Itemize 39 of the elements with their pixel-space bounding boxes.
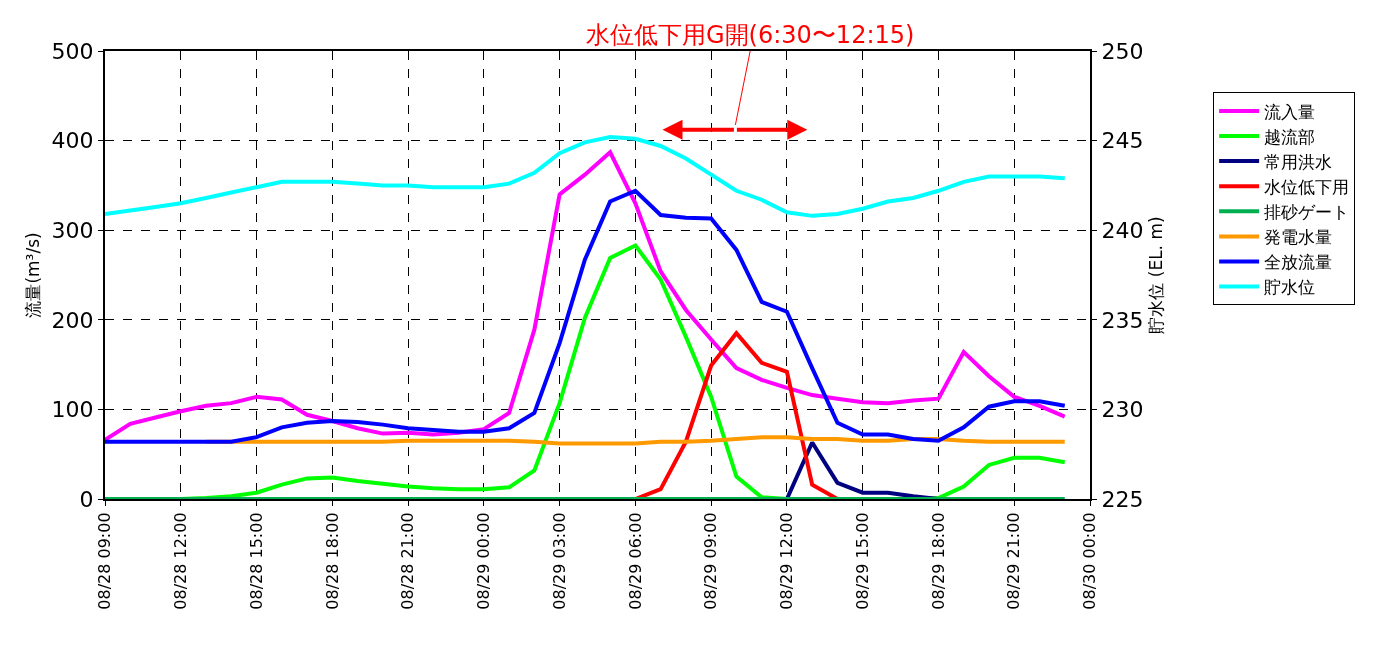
- legend-label: 常用洪水: [1264, 151, 1333, 172]
- x-tick-label: 08/29 18:00: [928, 512, 948, 610]
- y2-axis-title: 貯水位 (EL. m): [1146, 216, 1167, 334]
- x-tick-label: 08/29 06:00: [625, 512, 645, 610]
- x-tick-label: 08/28 09:00: [95, 512, 115, 610]
- x-tick-label: 08/28 15:00: [246, 512, 266, 610]
- y-tick-label: 300: [51, 217, 94, 243]
- legend-label: 全放流量: [1264, 252, 1333, 273]
- x-tick-label: 08/29 12:00: [777, 512, 797, 610]
- y-axis-title: 流量(m³/s): [22, 232, 43, 318]
- y-tick-label: 200: [51, 307, 94, 333]
- legend-label: 水位低下用: [1264, 176, 1350, 197]
- text: 水位低下用G開(6:30〜12:15): [586, 21, 915, 49]
- y-tick-label: 100: [51, 397, 94, 423]
- x-tick-label: 08/29 00:00: [474, 512, 494, 610]
- legend-label: 貯水位: [1264, 277, 1316, 298]
- legend-label: 発電水量: [1264, 227, 1333, 248]
- y2-tick-label: 245: [1101, 128, 1144, 154]
- y-tick-label: 400: [51, 128, 94, 154]
- line-series: [633, 331, 840, 499]
- line-series: [105, 135, 1067, 218]
- x-tick-label: 08/28 21:00: [398, 512, 418, 610]
- x-tick-label: 08/29 03:00: [549, 512, 569, 610]
- y2-tick-label: 235: [1101, 307, 1144, 333]
- x-tick-label: 08/28 12:00: [170, 512, 190, 610]
- y-tick-label: 500: [51, 38, 94, 64]
- legend-label: 排砂ゲート: [1264, 201, 1350, 222]
- y2-tick-label: 250: [1101, 38, 1144, 64]
- legend-label: 越流部: [1264, 126, 1316, 147]
- y2-tick-label: 240: [1101, 217, 1144, 243]
- x-tick-label: 08/29 15:00: [852, 512, 872, 610]
- y-tick-label: 0: [79, 486, 94, 512]
- x-tick-label: 08/28 18:00: [322, 512, 342, 610]
- y2-tick-label: 230: [1101, 397, 1144, 423]
- x-tick-label: 08/29 09:00: [701, 512, 721, 610]
- x-tick-label: 08/30 00:00: [1080, 512, 1100, 610]
- x-tick-label: 08/29 21:00: [1004, 512, 1024, 610]
- y2-tick-label: 225: [1101, 486, 1144, 512]
- legend-label: 流入量: [1264, 101, 1316, 122]
